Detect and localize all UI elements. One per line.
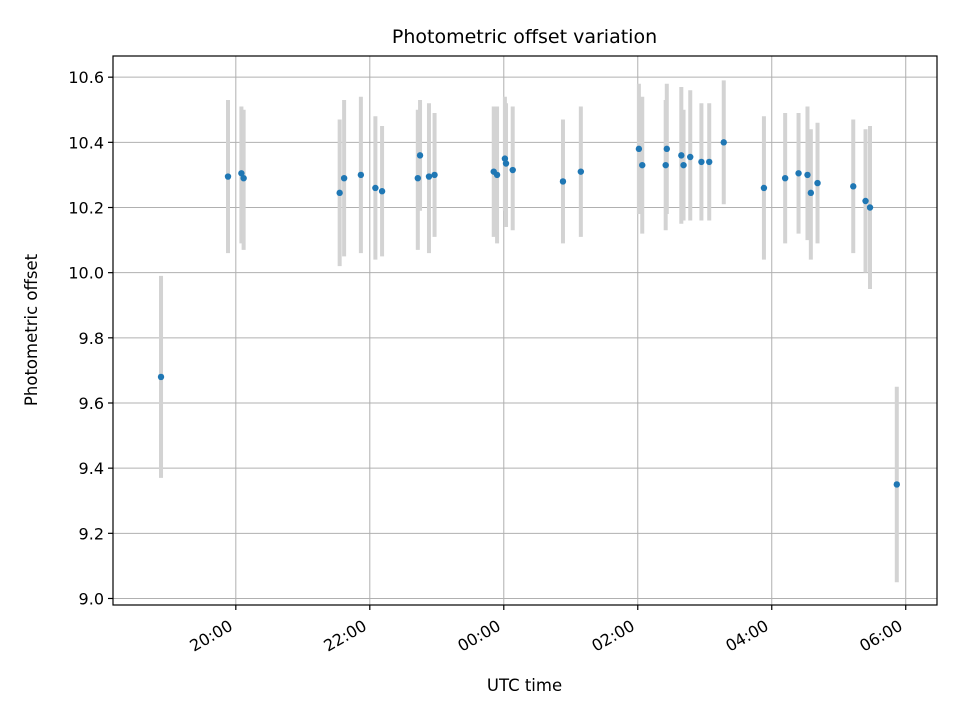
x-tick-label: 22:00 xyxy=(320,616,369,656)
data-points xyxy=(157,139,901,488)
y-tick-label: 10.6 xyxy=(68,68,104,87)
data-point xyxy=(502,160,510,167)
data-point xyxy=(720,139,727,146)
y-tick-label: 9.6 xyxy=(79,394,104,413)
data-point xyxy=(866,204,874,211)
data-point xyxy=(238,170,245,177)
x-tick-label: 04:00 xyxy=(722,616,771,656)
data-point xyxy=(416,152,424,159)
chart-title: Photometric offset variation xyxy=(392,26,657,48)
data-point xyxy=(340,174,348,182)
data-point xyxy=(760,184,768,192)
data-point xyxy=(678,152,685,159)
data-point xyxy=(431,171,438,179)
y-tick-label: 9.4 xyxy=(79,459,104,478)
data-point xyxy=(372,184,379,192)
data-point xyxy=(240,174,247,182)
data-point xyxy=(493,171,501,179)
y-tick-label: 10.0 xyxy=(68,264,104,283)
data-point xyxy=(559,178,567,185)
y-axis-label: Photometric offset xyxy=(22,253,41,406)
data-point xyxy=(807,189,815,197)
data-point xyxy=(698,158,705,166)
x-tick-label: 02:00 xyxy=(588,616,637,656)
y-tick-label: 9.2 xyxy=(79,524,104,543)
y-axis-ticks: 9.0 9.2 9.4 9.6 9.8 10.0 10.2 10.4 10.6 xyxy=(68,68,113,608)
data-point xyxy=(639,161,646,169)
y-tick-label: 10.2 xyxy=(68,199,104,218)
data-point xyxy=(378,188,386,195)
data-point xyxy=(509,166,516,174)
data-point xyxy=(157,373,165,381)
data-point xyxy=(635,145,643,153)
data-point xyxy=(706,158,713,166)
x-tick-label: 20:00 xyxy=(186,616,235,656)
data-point xyxy=(687,153,694,161)
x-tick-label: 06:00 xyxy=(856,616,905,656)
data-point xyxy=(893,481,901,488)
data-point xyxy=(336,189,343,197)
data-point xyxy=(577,168,585,175)
y-tick-label: 10.4 xyxy=(68,133,104,152)
x-axis-ticks: 20:00 22:00 00:00 02:00 04:00 06:00 xyxy=(186,605,907,656)
data-point xyxy=(224,173,232,180)
data-point xyxy=(804,171,811,179)
grid-lines xyxy=(113,56,937,605)
data-point xyxy=(357,171,365,179)
error-bars xyxy=(159,80,899,583)
data-point xyxy=(414,174,422,182)
data-point xyxy=(862,197,869,205)
y-tick-label: 9.8 xyxy=(79,329,104,348)
data-point xyxy=(680,161,687,169)
plot-frame xyxy=(112,55,938,606)
y-tick-label: 9.0 xyxy=(79,589,104,608)
data-point xyxy=(663,145,670,153)
x-axis-label: UTC time xyxy=(487,676,562,695)
data-point xyxy=(425,173,433,180)
data-point xyxy=(814,179,821,187)
data-point xyxy=(662,161,669,169)
x-tick-label: 00:00 xyxy=(454,616,503,656)
data-point xyxy=(850,183,857,190)
data-point xyxy=(795,170,802,177)
data-point xyxy=(781,174,789,182)
data-point xyxy=(501,155,509,162)
